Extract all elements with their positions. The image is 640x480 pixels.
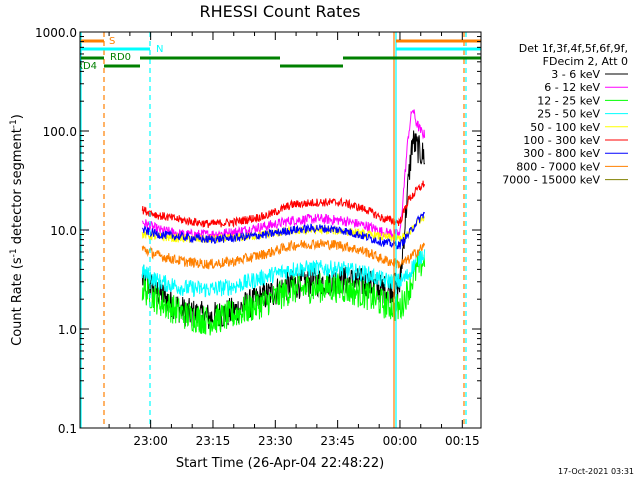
series-line-7	[141, 238, 426, 270]
y-axis-label-main: Count Rate (s	[10, 257, 25, 346]
y-axis-label-sup: -1	[9, 248, 19, 257]
x-tick-label: 23:45	[320, 434, 355, 448]
rd4-label: RD4	[76, 61, 97, 72]
footer-timestamp: 17-Oct-2021 03:31	[558, 467, 634, 476]
series-line-5	[141, 180, 426, 229]
series-line-3	[141, 249, 426, 298]
rd0-label: RD0	[110, 52, 131, 63]
x-tick-label: 23:15	[196, 434, 231, 448]
legend-header-1: Det 1f,3f,4f,5f,6f,9f,	[519, 42, 628, 55]
x-tick-label: 00:00	[383, 434, 418, 448]
sun-label: S	[109, 36, 115, 47]
x-tick-label: 00:15	[445, 434, 480, 448]
legend-label-8: 7000 - 15000 keV	[502, 174, 600, 187]
x-tick-label: 23:30	[258, 434, 293, 448]
y-axis-label-end: )	[10, 114, 25, 119]
y-axis-label-sup2: -1	[9, 119, 19, 128]
x-axis-label: Start Time (26-Apr-04 22:48:22)	[176, 456, 384, 471]
legend-label-6: 300 - 800 keV	[523, 147, 600, 160]
y-tick-label: 1000.0	[35, 26, 77, 40]
legend-label-5: 100 - 300 keV	[523, 134, 600, 147]
legend-label-2: 12 - 25 keV	[537, 94, 600, 107]
y-tick-label: 0.1	[58, 422, 77, 436]
legend-label-0: 3 - 6 keV	[551, 68, 600, 81]
legend-label-4: 50 - 100 keV	[530, 121, 600, 134]
legend-label-1: 6 - 12 keV	[544, 81, 600, 94]
chart-title: RHESSI Count Rates	[200, 2, 361, 21]
plot-area: S N RD0 RD4	[76, 32, 481, 428]
legend-header-2: FDecim 2, Att 0	[543, 55, 628, 68]
legend-label-3: 25 - 50 keV	[537, 108, 600, 121]
series-line-6	[142, 211, 426, 250]
y-tick-label: 100.0	[43, 125, 77, 139]
y-axis-label-tail: detector segment	[10, 128, 25, 248]
series-line-2	[141, 250, 426, 336]
x-tick-label: 23:00	[133, 434, 168, 448]
series-line-1	[141, 109, 426, 241]
legend-label-7: 800 - 7000 keV	[516, 160, 600, 173]
y-axis-label: Count Rate (s-1 detector segment-1)	[9, 114, 25, 346]
y-tick-label: 1.0	[58, 323, 77, 337]
legend: Det 1f,3f,4f,5f,6f,9f, FDecim 2, Att 0 3…	[502, 42, 628, 187]
night-label: N	[156, 44, 163, 55]
y-tick-label: 10.0	[50, 224, 77, 238]
